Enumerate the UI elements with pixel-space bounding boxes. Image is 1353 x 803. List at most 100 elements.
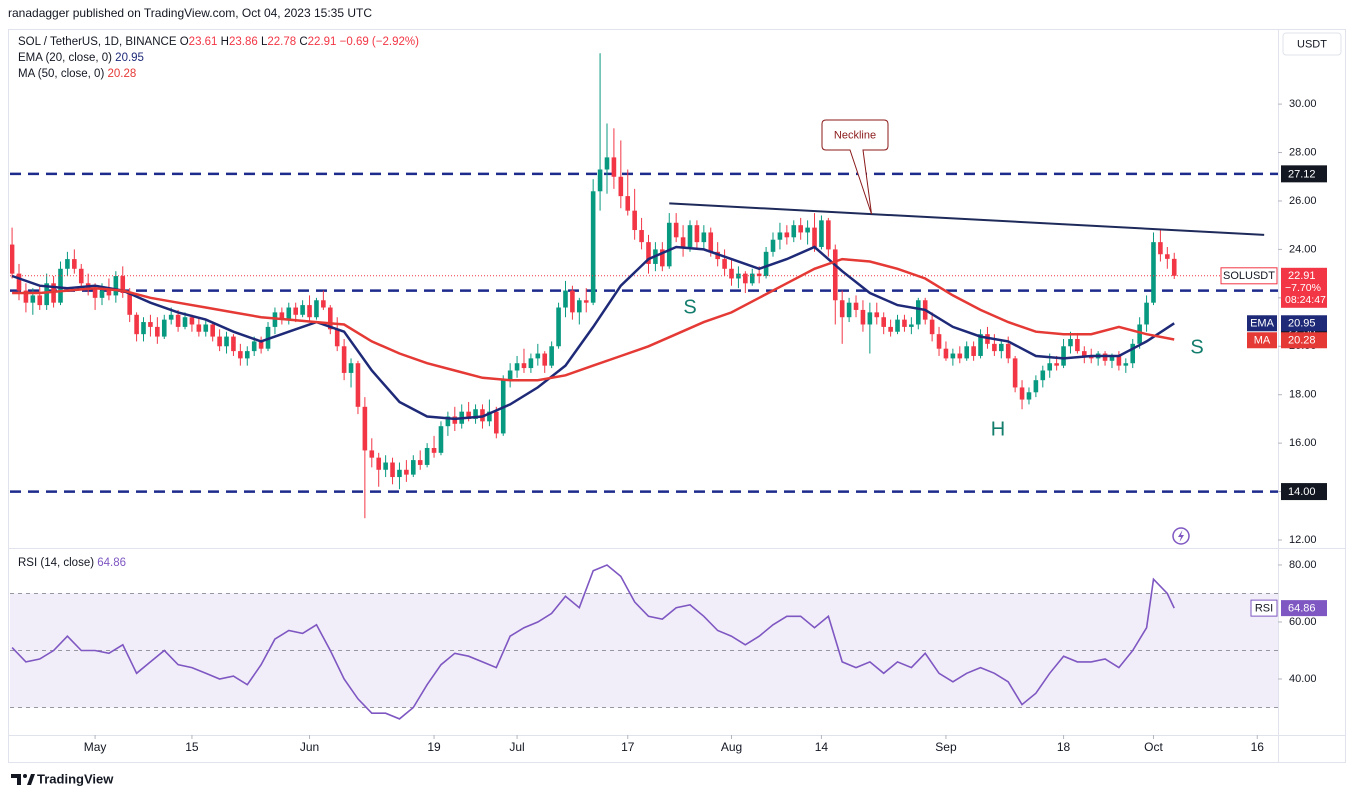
currency-button[interactable] [1282, 32, 1342, 56]
y-tick-label: 18.00 [1289, 389, 1317, 401]
candle-body [888, 326, 893, 332]
candle-body [16, 273, 22, 291]
legend-rsi-label: RSI (14, close) [18, 557, 94, 569]
candle-body [141, 322, 146, 335]
candle-body [1075, 339, 1080, 352]
candle-body [1054, 363, 1059, 366]
x-tick-label: Sep [935, 740, 957, 754]
legend-rsi: RSI (14, close) 64.86 [18, 557, 126, 569]
rsi-line [11, 564, 1175, 720]
alert-icon[interactable] [1172, 527, 1190, 545]
candle-body [92, 288, 98, 298]
level-tag-text: 27.12 [1288, 168, 1316, 180]
price-tag [1281, 267, 1327, 308]
candle-body [625, 196, 631, 211]
candle-body [23, 290, 29, 303]
candle-body [369, 450, 375, 458]
candle-body [44, 283, 49, 306]
indicator-value: 20.28 [1288, 335, 1316, 347]
level-tag-text: 14.00 [1288, 486, 1316, 498]
candle-body [251, 341, 257, 352]
candle-body [867, 312, 873, 325]
candle-body [535, 353, 541, 359]
candle-body [929, 319, 935, 335]
candle-body [694, 225, 700, 243]
chart-frame [8, 29, 1346, 763]
candle-body [355, 363, 361, 407]
candle-body [390, 462, 395, 478]
candle-body [736, 273, 741, 279]
axis-unit: USDT [1297, 38, 1327, 50]
candle-body [397, 469, 402, 478]
candle-body [611, 157, 617, 177]
candle-body [37, 295, 43, 306]
legend-indicator: EMA (20, close, 0) 20.95 [18, 52, 144, 64]
candle-body [791, 225, 797, 238]
candle-body [570, 290, 575, 313]
candle-body [1005, 343, 1011, 359]
legend-ohlc-label: O [180, 36, 189, 48]
x-tick-label: 19 [427, 740, 441, 754]
candle-body [895, 319, 900, 332]
x-tick-label: 18 [1057, 740, 1071, 754]
pattern-label: H [991, 418, 1005, 440]
candle-body [563, 290, 568, 308]
candle-body [971, 346, 976, 356]
candle-body [1082, 351, 1087, 356]
y-tick-label: 12.00 [1289, 534, 1317, 546]
y-tick-label: 40.00 [1289, 673, 1317, 685]
candle-body [853, 302, 859, 310]
candle-body [881, 317, 886, 327]
candle-body [1109, 355, 1115, 361]
candle-body [950, 353, 956, 359]
indicator-name: EMA [1250, 318, 1275, 330]
legend-rsi-value: 64.86 [97, 557, 126, 569]
candle-body [58, 268, 63, 303]
candle-body [487, 411, 492, 422]
symbol-tag-text: SOLUSDT [1223, 270, 1275, 282]
candle-body [244, 351, 250, 359]
candle-body [1130, 343, 1136, 364]
candle-body [155, 326, 160, 337]
candle-body [327, 307, 333, 330]
candle-body [438, 426, 444, 453]
candle-body [646, 242, 651, 264]
candle-body [756, 273, 762, 277]
candle-body [362, 406, 368, 451]
candle-body [784, 232, 790, 238]
rsi-pane [10, 564, 1278, 720]
candle-body [238, 351, 243, 359]
candle-body [507, 370, 513, 381]
y-tick-label: 60.00 [1289, 616, 1317, 628]
candle-body [846, 302, 852, 318]
level-tag [1281, 165, 1327, 183]
indicator-line [12, 257, 1175, 382]
rsi-name: RSI [1255, 603, 1273, 615]
candle-body [258, 341, 264, 349]
candle-body [334, 329, 340, 347]
candle-body [909, 324, 914, 327]
candle-body [542, 353, 548, 366]
x-tick-label: May [84, 740, 107, 754]
candle-body [832, 249, 838, 301]
alert-circle [1172, 527, 1190, 545]
candle-body [431, 447, 437, 453]
candle-body [279, 312, 285, 320]
price-tag-change: −7.70% [1285, 282, 1321, 294]
candle-body [417, 460, 423, 465]
candle-body [1019, 387, 1025, 400]
candle-body [210, 324, 215, 337]
indicator-value-tag [1281, 332, 1327, 349]
candle-body [521, 363, 527, 369]
candle-body [10, 244, 15, 274]
candle-body [618, 176, 624, 197]
candle-body [992, 343, 997, 352]
candle-body [1061, 346, 1066, 366]
candle-body [514, 363, 520, 371]
rsi-value: 64.86 [1288, 603, 1316, 615]
rsi-name-tag [1250, 599, 1278, 617]
candle-body [798, 225, 803, 233]
candle-body [819, 220, 824, 247]
